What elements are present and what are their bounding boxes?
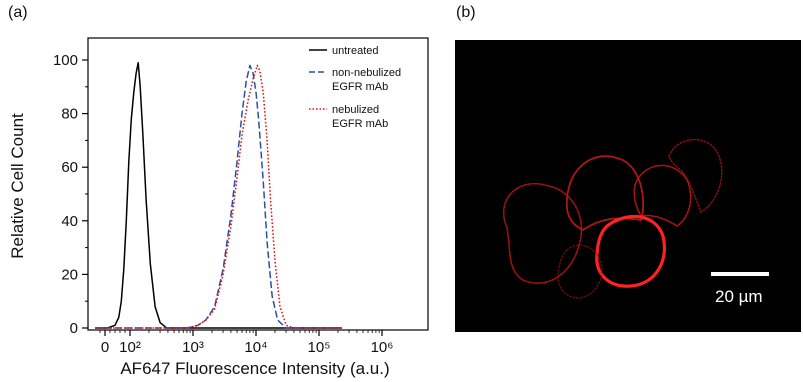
x-tick-label: 10⁴ [244, 339, 267, 356]
panel-b-label: (b) [456, 4, 476, 21]
legend-label-nebulized-2: EGFR mAb [332, 118, 388, 130]
series-layer [95, 61, 342, 329]
legend: untreated non-nebulized EGFR mAb nebuliz… [309, 45, 401, 130]
panel-a-label: (a) [8, 4, 28, 21]
x-axis: 0 10² 10³ 10⁴ 10⁵ 10⁶ [99, 330, 394, 356]
plot-frame [87, 37, 429, 331]
flow-cytometry-histogram: 0 20 40 60 80 100 0 10² 10³ 10⁴ 10⁵ 10⁶ Relative C… [8, 37, 429, 378]
cell-outline-bright [595, 214, 666, 288]
legend-label-non-nebulized-1: non-nebulized [332, 67, 401, 79]
legend-label-non-nebulized-2: EGFR mAb [332, 81, 388, 93]
x-tick-label: 10² [119, 339, 141, 356]
series-line [95, 64, 342, 329]
x-tick-label: 10⁵ [308, 339, 331, 356]
cell-outlines [502, 138, 723, 299]
cell-outline [557, 244, 603, 299]
y-axis: 0 20 40 60 80 100 [53, 52, 88, 337]
x-tick-label: 10³ [182, 339, 204, 356]
y-tick-label: 100 [53, 52, 78, 69]
y-axis-title: Relative Cell Count [8, 113, 27, 259]
x-tick-label: 0 [101, 339, 109, 356]
legend-label-untreated: untreated [332, 45, 378, 57]
confocal-micrograph: 20 µm [455, 40, 801, 332]
y-tick-label: 0 [70, 320, 78, 337]
scale-bar [711, 272, 769, 276]
series-line [95, 61, 342, 329]
scale-bar-label: 20 µm [715, 287, 763, 306]
y-tick-label: 40 [61, 213, 78, 230]
y-tick-label: 20 [61, 266, 78, 283]
x-axis-title: AF647 Fluorescence Intensity (a.u.) [120, 359, 389, 378]
legend-label-nebulized-1: nebulized [332, 104, 379, 116]
y-tick-label: 60 [61, 159, 78, 176]
cell-outline [633, 164, 692, 227]
x-tick-label: 10⁶ [371, 339, 394, 356]
cell-outline [668, 138, 723, 214]
cell-outline [566, 155, 645, 232]
y-tick-label: 80 [61, 106, 78, 123]
cell-outline [502, 182, 583, 284]
